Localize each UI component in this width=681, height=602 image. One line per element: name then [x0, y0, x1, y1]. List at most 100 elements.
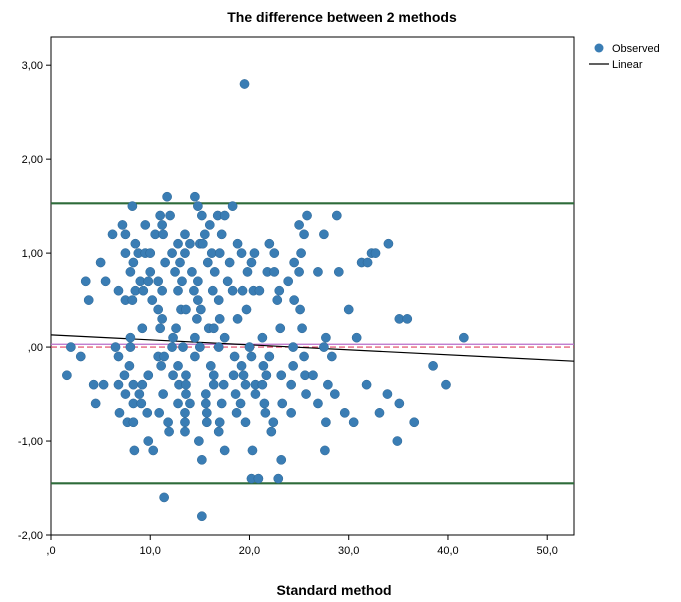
data-point [190, 191, 200, 202]
data-point [128, 417, 139, 428]
data-point [162, 191, 172, 202]
data-point [289, 257, 299, 268]
data-point [159, 351, 169, 362]
data-point [238, 370, 249, 381]
data-point [163, 417, 173, 428]
data-point [321, 417, 331, 428]
data-point [204, 220, 215, 230]
data-point [180, 248, 190, 258]
data-point [205, 361, 216, 371]
data-point [90, 398, 101, 409]
data-point [175, 257, 185, 268]
data-point [155, 323, 166, 334]
data-point [181, 370, 191, 381]
data-point [269, 248, 280, 258]
data-point [180, 417, 190, 428]
data-point [240, 379, 251, 390]
data-point [113, 351, 124, 362]
data-point [277, 398, 288, 409]
data-point [173, 361, 183, 371]
legend-marker-observed [594, 43, 604, 53]
data-point [392, 436, 403, 446]
data-point [129, 445, 140, 456]
data-point [302, 210, 312, 221]
data-point [242, 267, 253, 277]
data-point [62, 370, 72, 381]
data-point [458, 332, 469, 343]
data-point [259, 398, 270, 409]
data-point [156, 361, 167, 371]
data-point [276, 454, 287, 465]
data-point [219, 210, 230, 221]
data-point [218, 379, 229, 390]
data-point [196, 210, 207, 221]
data-point [272, 295, 283, 305]
data-point [148, 445, 159, 456]
data-point [327, 351, 337, 362]
data-point [351, 332, 362, 343]
data-point [107, 229, 118, 240]
data-point [120, 248, 131, 258]
data-point [374, 407, 385, 418]
data-point [134, 389, 145, 399]
data-points [62, 79, 469, 522]
data-point [299, 229, 309, 240]
data-point [196, 511, 207, 522]
x-axis: ,0 10,0 20,0 30,0 40,0 50,0 [46, 535, 558, 557]
data-point [180, 407, 190, 418]
linear-fit [50, 334, 575, 362]
data-point [288, 342, 298, 352]
x-tick-label: 40,0 [437, 545, 458, 557]
data-point [137, 323, 148, 334]
data-point [264, 238, 275, 249]
data-point [190, 351, 200, 362]
data-point [294, 267, 304, 277]
data-point [178, 342, 188, 352]
data-point [227, 201, 238, 211]
data-point [253, 473, 264, 484]
data-point [240, 417, 251, 428]
data-point [323, 379, 333, 390]
data-point [83, 295, 94, 305]
data-point [214, 417, 225, 428]
data-point [180, 426, 190, 437]
data-point [339, 407, 350, 418]
data-point [228, 370, 239, 381]
data-point [173, 285, 183, 296]
data-point [370, 248, 381, 258]
data-point [235, 398, 246, 409]
data-point [157, 285, 167, 296]
legend-label-observed: Observed [612, 43, 660, 55]
data-point [147, 295, 158, 305]
data-point [236, 361, 247, 371]
data-point [127, 201, 138, 211]
data-point [113, 285, 124, 296]
data-point [261, 370, 272, 381]
data-point [193, 276, 203, 287]
data-point [100, 276, 111, 287]
data-point [244, 342, 255, 352]
data-point [120, 229, 131, 240]
data-point [268, 417, 279, 428]
data-point [168, 370, 178, 381]
data-point [117, 220, 128, 230]
data-point [348, 417, 359, 428]
data-point [394, 398, 405, 409]
data-point [216, 229, 227, 240]
x-tick-label: 10,0 [140, 545, 161, 557]
data-point [286, 407, 297, 418]
data-point [236, 248, 247, 258]
data-point [143, 276, 154, 287]
data-point [275, 323, 286, 334]
x-tick-label: ,0 [46, 545, 55, 557]
data-point [227, 285, 238, 296]
y-tick-label: -2,00 [18, 530, 43, 542]
data-point [208, 370, 219, 381]
data-point [409, 417, 420, 428]
data-point [283, 276, 294, 287]
data-point [88, 379, 99, 390]
data-point [200, 389, 211, 399]
data-point [189, 285, 199, 296]
data-point [65, 342, 76, 352]
data-point [320, 445, 330, 456]
